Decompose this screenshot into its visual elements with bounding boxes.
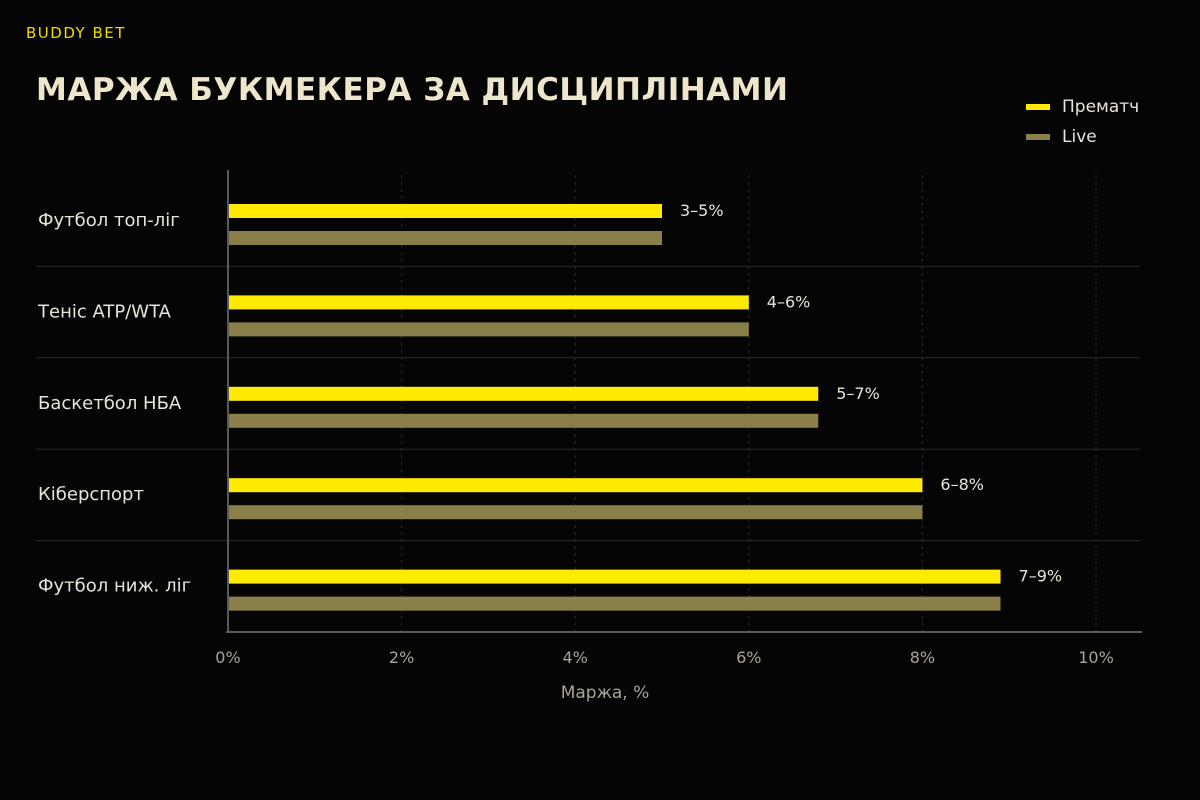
bars (228, 204, 1001, 611)
legend-label-prematch: Прематч (1062, 97, 1140, 117)
brand-logo-text: BUDDY BET (26, 24, 126, 42)
bar-live (228, 231, 662, 245)
data-label: 3–5% (680, 201, 724, 220)
bar-live (228, 596, 1001, 611)
x-tick-label: 2% (389, 648, 414, 667)
row-separators (36, 265, 1140, 542)
bar-prematch (228, 569, 1001, 584)
category-label: Баскетбол НБА (38, 393, 182, 414)
bar-live (228, 505, 923, 520)
category-label: Кіберспорт (38, 484, 144, 505)
category-label: Футбол топ-ліг (38, 210, 180, 231)
x-tick-label: 0% (215, 648, 240, 667)
bar-prematch (228, 478, 923, 493)
data-label: 7–9% (1019, 567, 1063, 586)
data-label: 5–7% (836, 384, 880, 403)
category-labels: Футбол топ-ліг Теніс ATP/WTA Баскетбол НБА… (37, 210, 191, 597)
legend: Прематч Live (1026, 92, 1139, 152)
category-label: Футбол ниж. ліг (38, 576, 191, 597)
category-label: Теніс ATP/WTA (37, 301, 172, 322)
data-label: 6–8% (940, 475, 984, 494)
data-labels: 3–5% 4–6% 5–7% 6–8% 7–9% (680, 201, 1062, 586)
legend-swatch-prematch (1026, 104, 1050, 110)
bar-prematch (228, 386, 819, 401)
x-axis-label: Маржа, % (561, 683, 650, 703)
bar-live (228, 413, 819, 428)
legend-swatch-live (1026, 134, 1050, 140)
x-tick-label: 8% (910, 648, 935, 667)
axes: 0% 2% 4% 6% 8% 10% (215, 170, 1142, 667)
data-label: 4–6% (767, 292, 811, 311)
x-tick-label: 6% (736, 648, 761, 667)
legend-label-live: Live (1062, 127, 1097, 147)
x-tick-label: 4% (563, 648, 588, 667)
legend-item-prematch: Прематч (1026, 92, 1139, 122)
bar-prematch (228, 204, 662, 218)
x-tick-label: 10% (1078, 648, 1114, 667)
chart-title: МАРЖА БУКМЕКЕРА ЗА ДИСЦИПЛІНАМИ (36, 72, 789, 108)
legend-item-live: Live (1026, 122, 1139, 152)
bar-live (228, 322, 749, 337)
bar-prematch (228, 295, 749, 310)
grid-lines (401, 175, 1097, 632)
